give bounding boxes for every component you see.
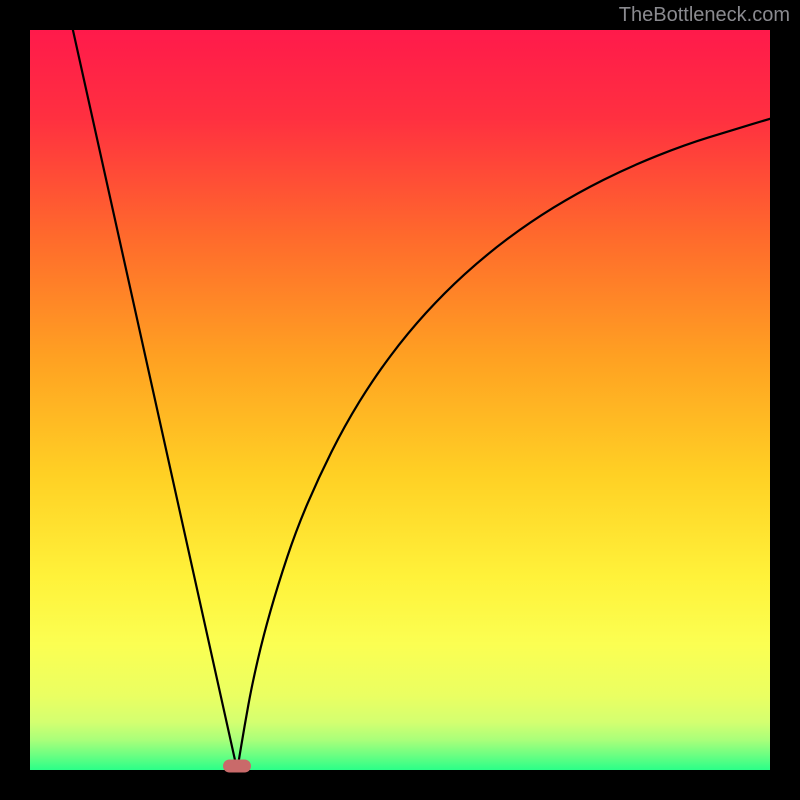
plot-area: [30, 30, 770, 770]
notch-marker: [223, 760, 251, 773]
attribution-text: TheBottleneck.com: [619, 4, 790, 27]
bottleneck-curve: [73, 30, 770, 770]
canvas: TheBottleneck.com: [0, 0, 800, 800]
curve-layer: [30, 30, 770, 770]
